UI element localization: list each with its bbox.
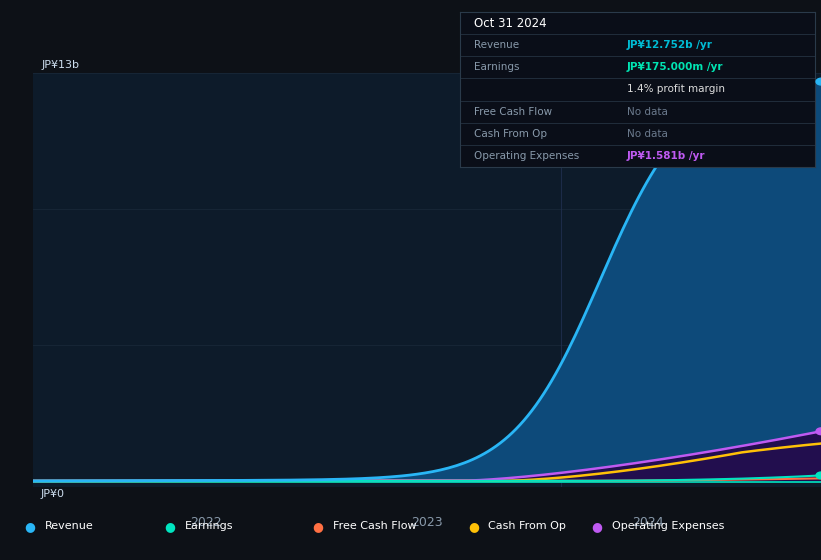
Text: Revenue: Revenue — [45, 521, 94, 531]
Text: Oct 31 2024: Oct 31 2024 — [475, 17, 547, 30]
Text: Cash From Op: Cash From Op — [488, 521, 566, 531]
Text: ●: ● — [591, 520, 602, 533]
Text: JP¥1.581b /yr: JP¥1.581b /yr — [627, 151, 705, 161]
Text: ●: ● — [164, 520, 175, 533]
Text: No data: No data — [627, 106, 667, 116]
Text: Free Cash Flow: Free Cash Flow — [333, 521, 416, 531]
Text: Earnings: Earnings — [185, 521, 233, 531]
Text: 2024: 2024 — [632, 516, 663, 529]
Text: Free Cash Flow: Free Cash Flow — [475, 106, 553, 116]
Text: Revenue: Revenue — [475, 40, 520, 50]
Text: 1.4% profit margin: 1.4% profit margin — [627, 85, 725, 95]
Text: No data: No data — [627, 129, 667, 139]
Text: 2022: 2022 — [190, 516, 222, 529]
Text: ●: ● — [468, 520, 479, 533]
Text: Operating Expenses: Operating Expenses — [612, 521, 724, 531]
Text: Earnings: Earnings — [475, 62, 520, 72]
Text: JP¥0: JP¥0 — [41, 489, 65, 499]
Text: ●: ● — [25, 520, 35, 533]
Text: JP¥175.000m /yr: JP¥175.000m /yr — [627, 62, 723, 72]
Text: JP¥13b: JP¥13b — [41, 60, 79, 70]
Text: Operating Expenses: Operating Expenses — [475, 151, 580, 161]
Text: JP¥12.752b /yr: JP¥12.752b /yr — [627, 40, 713, 50]
Text: ●: ● — [312, 520, 323, 533]
Text: 2023: 2023 — [411, 516, 443, 529]
Text: Cash From Op: Cash From Op — [475, 129, 548, 139]
